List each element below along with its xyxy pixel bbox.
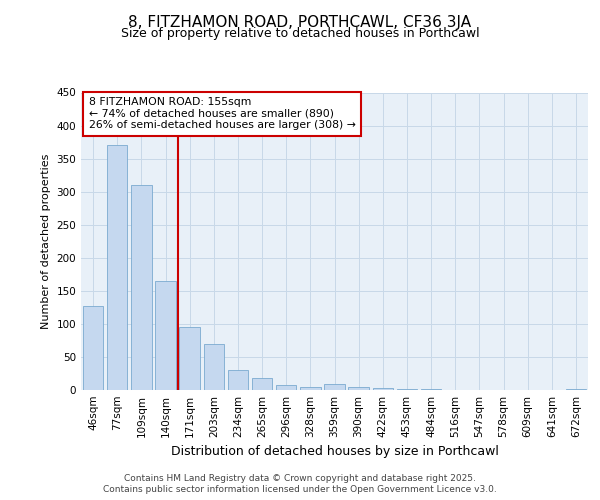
Bar [252, 378, 272, 390]
Bar [566, 388, 586, 390]
Bar [131, 185, 152, 390]
Bar [324, 384, 345, 390]
Bar [83, 306, 103, 390]
Y-axis label: Number of detached properties: Number of detached properties [41, 154, 51, 329]
Text: 8 FITZHAMON ROAD: 155sqm
← 74% of detached houses are smaller (890)
26% of semi-: 8 FITZHAMON ROAD: 155sqm ← 74% of detach… [89, 97, 355, 130]
Bar [300, 386, 320, 390]
Text: 8, FITZHAMON ROAD, PORTHCAWL, CF36 3JA: 8, FITZHAMON ROAD, PORTHCAWL, CF36 3JA [128, 15, 472, 30]
Bar [203, 344, 224, 390]
X-axis label: Distribution of detached houses by size in Porthcawl: Distribution of detached houses by size … [170, 446, 499, 458]
Text: Contains HM Land Registry data © Crown copyright and database right 2025.: Contains HM Land Registry data © Crown c… [124, 474, 476, 483]
Bar [349, 386, 369, 390]
Bar [373, 388, 393, 390]
Bar [227, 370, 248, 390]
Bar [107, 146, 127, 390]
Bar [276, 386, 296, 390]
Bar [155, 281, 176, 390]
Bar [179, 327, 200, 390]
Text: Contains public sector information licensed under the Open Government Licence v3: Contains public sector information licen… [103, 485, 497, 494]
Text: Size of property relative to detached houses in Porthcawl: Size of property relative to detached ho… [121, 28, 479, 40]
